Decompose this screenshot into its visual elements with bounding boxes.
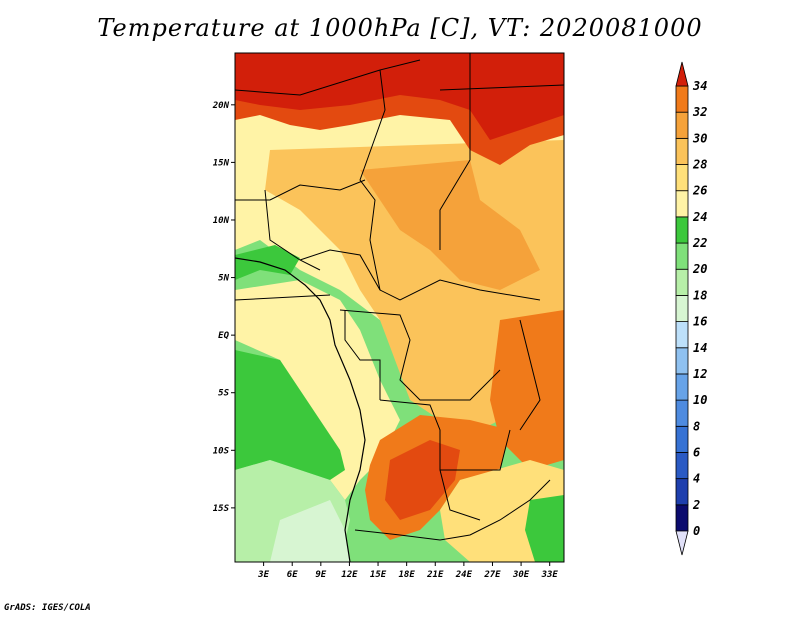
colorbar-label: 24 bbox=[692, 210, 707, 224]
colorbar-swatch bbox=[675, 295, 689, 322]
lat-tick-label: 10S bbox=[213, 446, 230, 456]
colorbar-swatch bbox=[675, 425, 689, 453]
lon-tick-label: 27E bbox=[483, 570, 501, 580]
lon-tick-label: 12E bbox=[341, 570, 358, 580]
border-path bbox=[439, 84, 564, 91]
colorbar-high-arrow bbox=[675, 61, 689, 87]
map-frame bbox=[234, 52, 565, 563]
colorbar-swatch bbox=[675, 216, 689, 244]
colorbar-swatch bbox=[675, 347, 689, 375]
lat-axis: 20N 15N 10N 5N EQ 5S 10S 15S bbox=[212, 101, 235, 514]
lon-tick-label: 15E bbox=[370, 570, 387, 580]
border-path bbox=[359, 69, 386, 291]
border-path bbox=[439, 53, 471, 250]
border-path bbox=[519, 319, 541, 431]
lon-tick-label: 21E bbox=[426, 570, 444, 580]
colorbar-label: 14 bbox=[693, 341, 707, 355]
border-path bbox=[339, 309, 501, 401]
border-path bbox=[264, 189, 321, 271]
lat-tick-label: 10N bbox=[213, 216, 230, 226]
lon-tick-label: 6E bbox=[287, 570, 298, 580]
lon-tick-label: 30E bbox=[512, 570, 530, 580]
colorbar-label: 6 bbox=[693, 445, 700, 459]
temperature-field bbox=[235, 53, 564, 562]
colorbar-swatch bbox=[675, 504, 689, 532]
colorbar-label: 12 bbox=[693, 367, 707, 381]
lat-tick-label: 15S bbox=[213, 504, 230, 514]
lon-tick-label: 33E bbox=[541, 570, 559, 580]
border-path bbox=[299, 249, 541, 301]
colorbar-label: 28 bbox=[692, 158, 707, 172]
chart-title: Temperature at 1000hPa [C], VT: 20200810… bbox=[97, 14, 703, 42]
credit-text: GrADS: IGES/COLA bbox=[4, 603, 91, 613]
colorbar-label: 30 bbox=[692, 131, 707, 145]
colorbar-swatch bbox=[675, 452, 689, 480]
colorbar-swatch bbox=[675, 242, 689, 270]
border-path bbox=[235, 294, 331, 301]
country-borders bbox=[235, 53, 564, 541]
colorbar-swatch bbox=[675, 373, 689, 401]
field-atlantic-green bbox=[235, 350, 345, 480]
border-path bbox=[354, 479, 551, 541]
lon-axis: 3E 6E 9E 12E 15E 18E 21E 24E 27E 30E 33E bbox=[257, 562, 558, 580]
colorbar-swatch bbox=[675, 85, 689, 113]
field-southeast-green bbox=[525, 495, 564, 562]
colorbar-label: 22 bbox=[692, 236, 707, 250]
colorbar-swatch bbox=[675, 164, 689, 192]
colorbar-low-arrow bbox=[675, 530, 689, 556]
colorbar-swatch bbox=[675, 111, 689, 139]
lat-tick-label: 20N bbox=[212, 101, 230, 111]
lon-tick-label: 3E bbox=[257, 570, 269, 580]
colorbar-label: 18 bbox=[693, 288, 707, 302]
colorbar-swatch bbox=[675, 478, 689, 506]
colorbar-label: 2 bbox=[692, 498, 700, 512]
field-north-hottest bbox=[235, 53, 564, 140]
colorbar-label: 10 bbox=[693, 393, 707, 407]
field-south-hot bbox=[385, 440, 460, 520]
field-yellow-coast bbox=[235, 280, 400, 500]
colorbar-swatch bbox=[675, 190, 689, 218]
colorbar-label: 26 bbox=[692, 184, 707, 198]
border-path bbox=[439, 469, 481, 521]
colorbar-swatch bbox=[675, 321, 689, 349]
coastline bbox=[235, 257, 366, 562]
colorbar-swatch bbox=[675, 137, 689, 165]
border-path bbox=[344, 310, 381, 400]
border-path bbox=[235, 59, 421, 96]
colorbar-label: 34 bbox=[692, 79, 707, 93]
colorbar-swatch bbox=[675, 268, 689, 296]
lat-tick-label: 5N bbox=[218, 274, 229, 284]
colorbar-label: 0 bbox=[693, 524, 700, 538]
lat-tick-label: EQ bbox=[218, 331, 229, 341]
colorbar-label: 8 bbox=[693, 419, 700, 433]
field-guinea-green bbox=[235, 245, 300, 280]
lat-tick-label: 5S bbox=[218, 389, 229, 399]
lon-tick-label: 24E bbox=[455, 570, 473, 580]
field-darkorange-central bbox=[360, 160, 540, 290]
lon-tick-label: 18E bbox=[399, 570, 416, 580]
colorbar-label: 4 bbox=[693, 472, 700, 486]
border-path bbox=[379, 399, 511, 471]
colorbar-swatch bbox=[675, 399, 689, 427]
colorbar-label: 20 bbox=[692, 262, 707, 276]
colorbar-label: 32 bbox=[692, 105, 707, 119]
border-path bbox=[235, 179, 366, 201]
colorbar-label: 16 bbox=[693, 315, 707, 329]
lat-tick-label: 15N bbox=[213, 158, 230, 168]
field-southwest-lightest bbox=[270, 500, 350, 562]
lon-tick-label: 9E bbox=[315, 570, 326, 580]
